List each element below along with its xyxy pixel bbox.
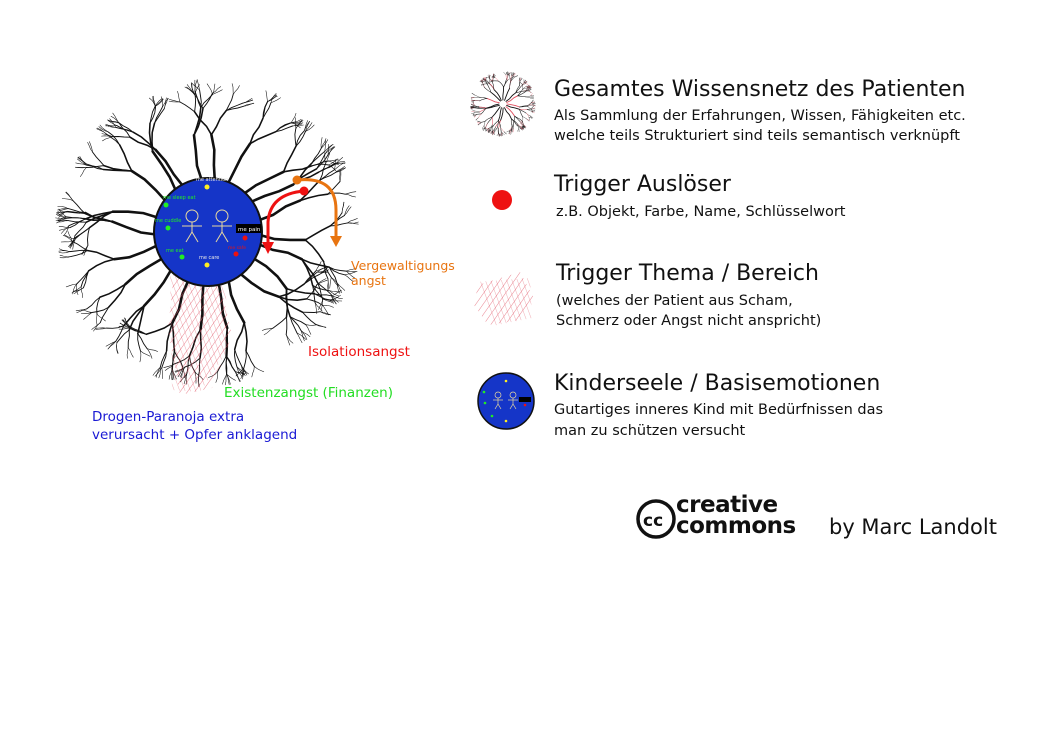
need-dot-eat <box>179 254 185 260</box>
existenz-label: Existenzangst (Finanzen) <box>224 385 393 401</box>
child-figure-icon <box>182 209 202 243</box>
need-dot-attention <box>204 184 210 190</box>
drogen-label-line1: Drogen-Paranoja extra <box>92 409 245 425</box>
need-dot-hidden <box>233 251 239 257</box>
drogen-label-line2: verursacht + Opfer anklagend <box>92 427 298 443</box>
kernel-label-sleep-eat: me sleep eat <box>163 195 196 201</box>
red-trigger-arrow <box>262 186 309 254</box>
svg-text:cc: cc <box>643 511 663 531</box>
child-soul-icon <box>477 372 535 430</box>
orange-trigger-arrow <box>292 175 342 247</box>
need-dot-care <box>204 262 210 268</box>
need-dot-pain <box>242 235 248 241</box>
legend-desc-knowledge-net-2: welche teils Strukturiert sind teils sem… <box>554 128 960 144</box>
legend-desc-knowledge-net-1: Als Sammlung der Erfahrungen, Wissen, Fä… <box>554 108 966 124</box>
kernel-label-cuddle: me cuddle <box>155 218 181 224</box>
legend-title-topic: Trigger Thema / Bereich <box>556 261 819 286</box>
child-figure-icon <box>212 209 232 243</box>
kernel-label-eat: me eat <box>166 248 184 254</box>
need-dot-sleep-eat <box>163 202 169 208</box>
cc-wordmark-line1: creative <box>676 492 778 518</box>
creative-commons-icon: cc <box>636 499 676 539</box>
cc-wordmark-line2: commons <box>676 513 796 539</box>
trigger-topic-area <box>168 262 232 395</box>
legend-desc-topic-2: Schmerz oder Angst nicht anspricht) <box>556 313 822 329</box>
author-credit: by Marc Landolt <box>829 515 997 539</box>
kernel-label-care: me care <box>199 255 219 261</box>
kernel-pain-box <box>236 224 261 233</box>
legend-desc-trigger-1: z.B. Objekt, Farbe, Name, Schlüsselwort <box>556 204 846 220</box>
isolation-label: Isolationsangst <box>308 344 410 360</box>
legend-title-child-soul: Kinderseele / Basisemotionen <box>554 371 881 396</box>
drogen-label: Drogen-Paranoja extra verursacht + Opfer… <box>92 408 297 444</box>
kernel-label-pain: me pain <box>238 227 261 233</box>
vergewaltigung-label: Vergewaltigungs angst <box>351 258 455 288</box>
knowledge-net-icon <box>470 71 536 137</box>
kernel-label-hidden: me safe <box>228 245 246 251</box>
legend-desc-child-soul-2: man zu schützen versucht <box>554 423 746 439</box>
kernel-label-attention: me attention <box>196 177 228 183</box>
legend-title-knowledge-net: Gesamtes Wissensnetz des Patienten <box>554 77 966 102</box>
legend-desc-child-soul-1: Gutartiges inneres Kind mit Bedürfnissen… <box>554 402 884 418</box>
vergewaltigung-label-line1: Vergewaltigungs <box>351 258 455 273</box>
vergewaltigung-label-line2: angst <box>351 273 386 288</box>
topic-hatch-icon <box>474 272 535 326</box>
legend-desc-topic-1: (welches der Patient aus Scham, <box>556 293 793 309</box>
trigger-dot-icon <box>492 190 512 210</box>
need-dot-cuddle <box>165 225 171 231</box>
legend-title-trigger: Trigger Auslöser <box>554 172 731 197</box>
child-soul-kernel: me attention me sleep eat me cuddle me e… <box>153 177 263 287</box>
